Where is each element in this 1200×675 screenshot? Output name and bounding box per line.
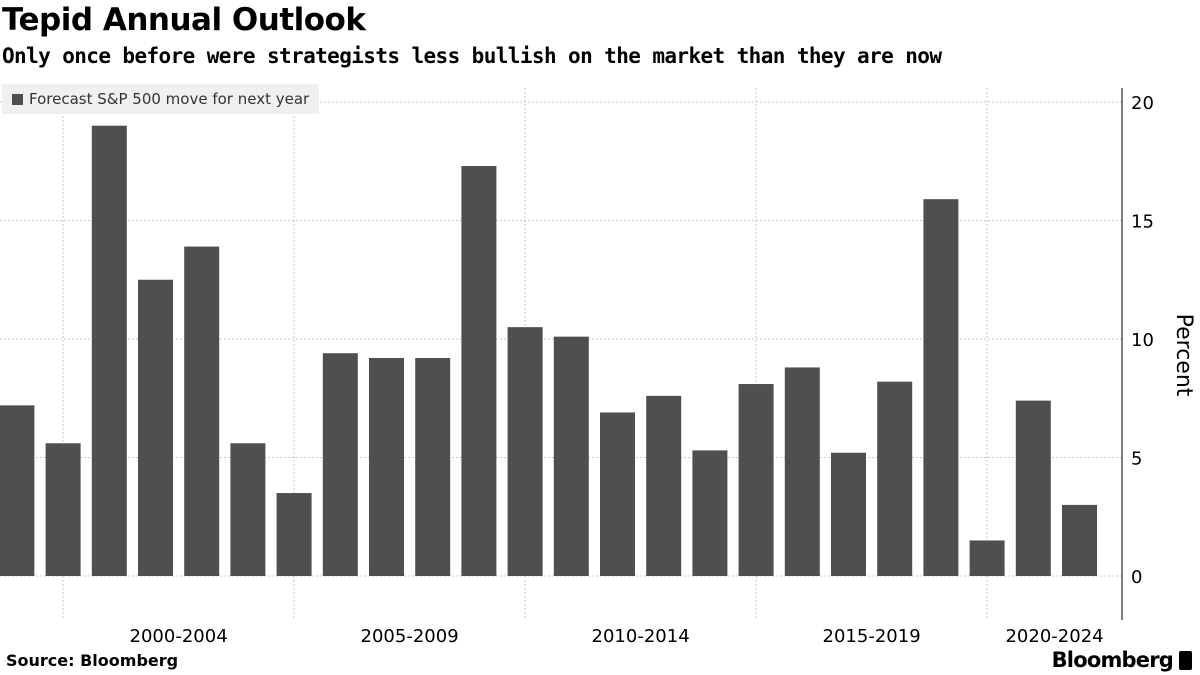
x-tick-label: 2020-2024 bbox=[1005, 626, 1103, 647]
bar-2003 bbox=[184, 246, 220, 576]
bar-2014 bbox=[692, 450, 728, 576]
y-tick-label: 5 bbox=[1131, 449, 1142, 470]
bloomberg-logo: Bloomberg bbox=[1052, 648, 1192, 672]
legend: Forecast S&P 500 move for next year bbox=[2, 84, 320, 114]
x-tick-label: 2005-2009 bbox=[361, 626, 459, 647]
y-tick-label: 10 bbox=[1131, 330, 1154, 351]
source-note: Source: Bloomberg bbox=[6, 651, 179, 670]
y-tick-label: 20 bbox=[1131, 93, 1154, 114]
x-tick-label: 2000-2004 bbox=[130, 626, 228, 647]
bar-2022 bbox=[1062, 504, 1097, 576]
bar-1999 bbox=[0, 405, 35, 576]
bar-2018 bbox=[877, 381, 913, 576]
bar-2006 bbox=[322, 353, 358, 576]
chart-subtitle: Only once before were strategists less b… bbox=[2, 44, 942, 68]
bloomberg-logo-icon bbox=[1179, 650, 1192, 670]
bar-2012 bbox=[600, 412, 635, 576]
bar-2020 bbox=[969, 540, 1005, 576]
bar-2013 bbox=[646, 395, 682, 576]
y-tick-label: 0 bbox=[1131, 567, 1142, 588]
logo-text: Bloomberg bbox=[1051, 648, 1174, 672]
bar-2016 bbox=[784, 367, 820, 576]
x-tick-label: 2015-2019 bbox=[823, 626, 921, 647]
bar-2021 bbox=[1015, 400, 1051, 576]
bar-2004 bbox=[230, 443, 266, 576]
legend-label: Forecast S&P 500 move for next year bbox=[29, 90, 310, 108]
bar-2008 bbox=[415, 357, 451, 576]
bar-2010 bbox=[507, 327, 543, 576]
bar-2005 bbox=[276, 493, 312, 576]
bar-2017 bbox=[831, 452, 866, 576]
bar-2019 bbox=[923, 199, 959, 577]
bar-2009 bbox=[461, 165, 497, 577]
bar-2007 bbox=[369, 357, 404, 576]
y-tick-label: 15 bbox=[1131, 212, 1154, 233]
y-axis-label: Percent bbox=[1171, 314, 1196, 397]
bar-2000 bbox=[45, 443, 81, 576]
chart-title: Tepid Annual Outlook bbox=[2, 2, 366, 38]
bar-2001 bbox=[91, 125, 127, 576]
bar-2011 bbox=[553, 336, 589, 576]
legend-swatch bbox=[12, 93, 23, 105]
x-tick-label: 2010-2014 bbox=[592, 626, 690, 647]
bar-2002 bbox=[138, 279, 173, 576]
bar-2015 bbox=[738, 384, 774, 576]
